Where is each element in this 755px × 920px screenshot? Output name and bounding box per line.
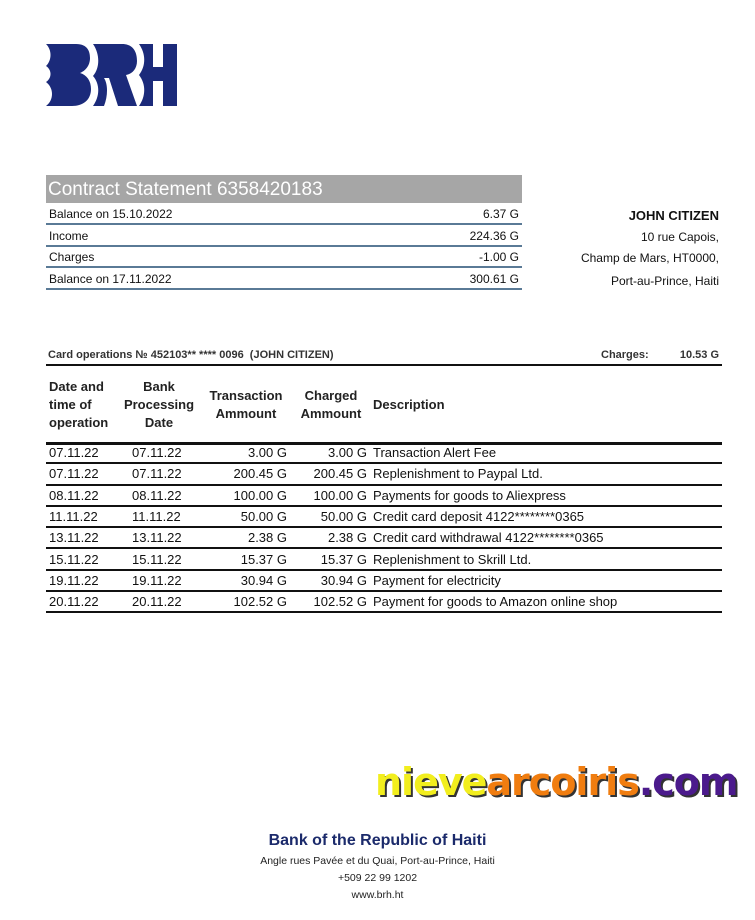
customer-address-line: Port-au-Prince, Haiti (610, 274, 719, 288)
summary-row: Balance on 17.11.2022 300.61 G (46, 270, 522, 290)
summary-row: Income 224.36 G (46, 227, 522, 247)
table-row: 07.11.22 07.11.22 3.00 G 3.00 G Transaction … (46, 443, 722, 465)
header-transaction-amount: Transaction Ammount (209, 388, 283, 421)
description: Credit card withdrawal 4122********0365 (373, 530, 604, 546)
table-row: 08.11.22 08.11.22 100.00 G 100.00 G Payments… (46, 486, 722, 507)
summary-label: Balance on 15.10.2022 (49, 207, 173, 221)
processing-date: 11.11.22 (132, 508, 181, 524)
processing-date: 13.11.22 (132, 530, 182, 546)
summary-row: Balance on 15.10.2022 6.37 G (46, 205, 522, 225)
summary-label: Balance on 17.11.2022 (49, 272, 172, 286)
summary-label: Income (49, 229, 89, 243)
table-row: 11.11.22 11.11.22 50.00 G 50.00 G Credit car… (46, 507, 722, 529)
summary-value: 224.36 G (469, 229, 519, 243)
customer-address-line: 10 rue Capois, (640, 230, 719, 244)
charged-amount: 15.37 G (320, 551, 367, 567)
charged-amount: 50.00 G (320, 508, 367, 524)
bank-website[interactable]: www.brh.ht (351, 889, 404, 901)
summary-value: 6.37 G (482, 207, 519, 221)
watermark-part: .com (638, 760, 739, 804)
summary-row: Charges -1.00 G (46, 248, 522, 268)
transaction-amount: 3.00 G (247, 445, 287, 460)
table-row: 15.11.22 15.11.22 15.37 G 15.37 G Replenishm… (46, 550, 722, 571)
customer-address-line: Champ de Mars, HT0000, (580, 251, 719, 265)
summary-value: -1.00 G (478, 250, 519, 264)
processing-date: 20.11.22 (132, 594, 182, 610)
bank-address: Angle rues Pavée et du Quai, Port-au-Pri… (260, 855, 495, 867)
description: Replenishment to Skrill Ltd. (373, 551, 532, 567)
header-date: Date and time of operation (49, 379, 109, 430)
operation-date: 15.11.22 (49, 551, 99, 567)
operation-date: 19.11.22 (49, 572, 99, 588)
summary-value: 300.61 G (469, 272, 519, 286)
description: Transaction Alert Fee (373, 445, 497, 460)
processing-date: 19.11.22 (132, 572, 182, 588)
transaction-amount: 2.38 G (247, 530, 287, 546)
header-description: Description (373, 397, 445, 412)
table-row: 20.11.22 20.11.22 102.52 G 102.52 G Payment … (46, 592, 722, 614)
header-processing-date: Bank Processing Date (123, 379, 195, 430)
bank-name: Bank of the Republic of Haiti (268, 832, 487, 849)
table-row: 13.11.22 13.11.22 2.38 G 2.38 G Credit card … (46, 528, 722, 550)
operation-date: 20.11.22 (49, 594, 99, 610)
watermark-part: nieve (375, 760, 487, 804)
watermark: nievearcoiris.com (375, 760, 739, 804)
transaction-amount: 15.37 G (240, 551, 287, 567)
processing-date: 07.11.22 (132, 466, 182, 482)
header-charged-amount: Charged Ammount (300, 388, 362, 421)
transaction-amount: 30.94 G (240, 572, 287, 588)
card-operations-header: Card operations № 452103** **** 0096 (JO… (46, 346, 722, 366)
processing-date: 15.11.22 (132, 551, 182, 567)
summary-label: Charges (49, 250, 95, 264)
statement-title: Contract Statement 6358420183 (46, 175, 522, 203)
description: Replenishment to Paypal Ltd. (373, 466, 543, 482)
operation-date: 07.11.22 (49, 445, 99, 460)
charged-amount: 2.38 G (327, 530, 367, 546)
charges-label: Charges: (601, 349, 649, 361)
charged-amount: 102.52 G (313, 594, 368, 610)
description: Payment for electricity (373, 572, 501, 588)
operation-date: 07.11.22 (49, 466, 99, 482)
card-heading: Card operations № 452103** **** 0096 (JO… (48, 349, 334, 361)
brh-logo (46, 44, 177, 106)
footer: Bank of the Republic of Haiti Angle rues… (0, 832, 755, 901)
operation-date: 13.11.22 (49, 530, 99, 546)
description: Payments for goods to Aliexpress (373, 487, 566, 503)
processing-date: 07.11.22 (132, 445, 182, 460)
transaction-amount: 50.00 G (240, 508, 287, 524)
operation-date: 11.11.22 (49, 508, 98, 524)
table-header: Date and time of operation Bank Processi… (46, 372, 722, 445)
operation-date: 08.11.22 (49, 487, 99, 503)
charged-amount: 30.94 G (320, 572, 367, 588)
table-row: 07.11.22 07.11.22 200.45 G 200.45 G Replenis… (46, 464, 722, 486)
charges-value: 10.53 G (679, 349, 719, 361)
charged-amount: 3.00 G (327, 445, 367, 460)
watermark-part: arcoiris (486, 760, 639, 804)
transaction-amount: 200.45 G (233, 466, 288, 482)
description: Payment for goods to Amazon online shop (373, 594, 618, 610)
bank-phone: +509 22 99 1202 (337, 872, 418, 884)
transaction-amount: 100.00 G (233, 487, 288, 503)
table-row: 19.11.22 19.11.22 30.94 G 30.94 G Payment fo… (46, 571, 722, 593)
transaction-amount: 102.52 G (233, 594, 288, 610)
processing-date: 08.11.22 (132, 487, 182, 503)
customer-name: JOHN CITIZEN (628, 208, 719, 223)
charged-amount: 200.45 G (313, 466, 368, 482)
charged-amount: 100.00 G (313, 487, 368, 503)
description: Credit card deposit 4122********0365 (373, 508, 585, 524)
